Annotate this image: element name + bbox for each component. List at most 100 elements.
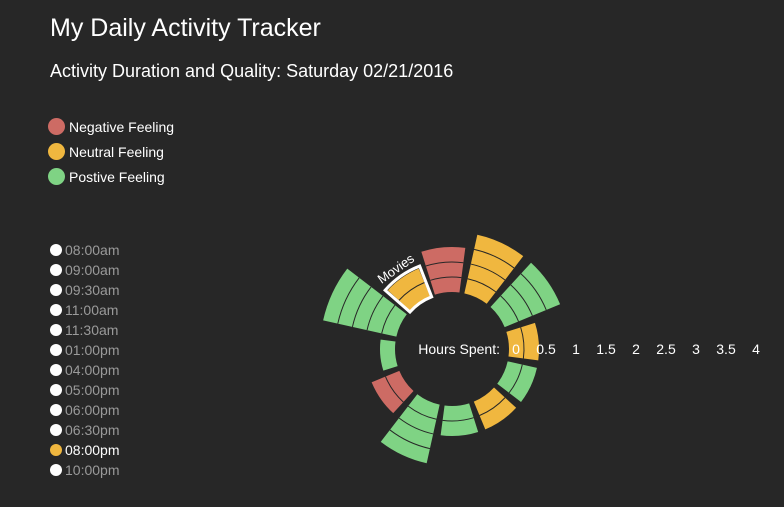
segment-0930am[interactable] xyxy=(506,322,539,361)
legend: Negative Feeling Neutral Feeling Postive… xyxy=(48,114,174,189)
legend-item-positive: Postive Feeling xyxy=(48,164,174,189)
segment-0400pm[interactable] xyxy=(380,394,440,464)
axis-label: Hours Spent: xyxy=(418,341,500,357)
segment-arc[interactable] xyxy=(464,234,524,304)
segment-1000pm[interactable] xyxy=(421,247,466,295)
radio-dot-icon[interactable] xyxy=(50,304,62,316)
segment-gridline xyxy=(479,397,506,416)
negative-dot-icon xyxy=(48,118,65,135)
segment-arc[interactable] xyxy=(440,403,479,436)
timeline-list: 08:00am 09:00am 09:30am 11:00am 11:30am 01:00… xyxy=(50,240,119,480)
segment-arc[interactable] xyxy=(473,387,517,430)
radio-dot-icon[interactable] xyxy=(50,284,62,296)
time-label: 05:00pm xyxy=(65,382,120,398)
time-item[interactable]: 01:00pm xyxy=(50,340,119,360)
tick-label: 2.5 xyxy=(656,341,676,357)
time-label: 10:00pm xyxy=(65,462,120,478)
segment-gridline xyxy=(398,417,434,435)
tick-label: 2 xyxy=(632,341,640,357)
segment-gridline xyxy=(520,273,547,311)
segment-0100pm[interactable] xyxy=(440,403,479,436)
time-label: 01:00pm xyxy=(65,342,120,358)
segment-gridline xyxy=(500,295,519,322)
tick-label: 3 xyxy=(692,341,700,357)
time-item[interactable]: 10:00pm xyxy=(50,460,119,480)
tick-label: 0 xyxy=(512,341,520,357)
segment-arc[interactable] xyxy=(380,339,398,371)
legend-label-neutral: Neutral Feeling xyxy=(69,143,164,160)
time-item[interactable]: 09:30am xyxy=(50,280,119,300)
legend-label-negative: Negative Feeling xyxy=(69,118,175,135)
segment-gridline xyxy=(407,405,437,420)
positive-dot-icon xyxy=(48,168,65,185)
time-item[interactable]: 06:30pm xyxy=(50,420,119,440)
tick-label: 0.5 xyxy=(536,341,556,357)
segment-gridline xyxy=(366,295,384,331)
time-item[interactable]: 09:00am xyxy=(50,260,119,280)
segment-arc[interactable] xyxy=(421,247,466,295)
time-item[interactable]: 04:00pm xyxy=(50,360,119,380)
segment-gridline xyxy=(389,429,431,450)
segment-gridline xyxy=(467,278,497,293)
segment-gridline xyxy=(385,376,404,403)
time-item[interactable]: 08:00am xyxy=(50,240,119,260)
segment-arc[interactable] xyxy=(506,322,539,361)
segment-gridline xyxy=(398,282,425,301)
segment-1130am[interactable] xyxy=(473,387,517,430)
time-label: 11:30am xyxy=(65,322,119,338)
time-item[interactable]: 11:30am xyxy=(50,320,119,340)
radio-dot-icon[interactable] xyxy=(50,464,62,476)
time-item[interactable]: 06:00pm xyxy=(50,400,119,420)
time-label: 08:00pm xyxy=(65,442,120,458)
segment-arc[interactable] xyxy=(380,394,440,464)
time-label: 08:00am xyxy=(65,242,120,258)
tick-label: 1 xyxy=(572,341,580,357)
segment-1100am[interactable] xyxy=(497,361,537,402)
tick-label: 3.5 xyxy=(716,341,736,357)
legend-item-neutral: Neutral Feeling xyxy=(48,139,174,164)
radio-dot-icon[interactable] xyxy=(50,444,62,456)
segment-gridline xyxy=(510,284,533,316)
radio-dot-icon[interactable] xyxy=(50,384,62,396)
segment-gridline xyxy=(351,286,372,328)
segment-gridline xyxy=(473,248,515,269)
segment-arc[interactable] xyxy=(490,262,561,328)
segment-0600pm[interactable] xyxy=(380,339,398,371)
time-label: 09:00am xyxy=(65,262,120,278)
segment-arc[interactable] xyxy=(387,268,431,311)
radio-dot-icon[interactable] xyxy=(50,324,62,336)
time-item[interactable]: 11:00am xyxy=(50,300,119,320)
time-label: 06:30pm xyxy=(65,422,120,438)
radio-dot-icon[interactable] xyxy=(50,264,62,276)
radio-dot-icon[interactable] xyxy=(50,244,62,256)
segment-highlight xyxy=(383,264,434,315)
time-label: 09:30am xyxy=(65,282,120,298)
radio-dot-icon[interactable] xyxy=(50,364,62,376)
time-item[interactable]: 08:00pm xyxy=(50,440,119,460)
tick-label: 1.5 xyxy=(596,341,616,357)
page-title: My Daily Activity Tracker xyxy=(50,14,321,42)
segment-gridline xyxy=(337,277,360,324)
segment-gridline xyxy=(470,263,506,281)
segment-arc[interactable] xyxy=(497,361,537,402)
segment-gridline xyxy=(508,364,523,394)
segment-gridline xyxy=(430,276,462,281)
time-label: 06:00pm xyxy=(65,402,120,418)
segment-gridline xyxy=(442,417,474,422)
radio-dot-icon[interactable] xyxy=(50,344,62,356)
segment-0500pm[interactable] xyxy=(371,370,414,414)
neutral-dot-icon xyxy=(48,143,65,160)
chart-subtitle: Activity Duration and Quality: Saturday … xyxy=(50,61,454,81)
segment-gridline xyxy=(425,261,464,267)
time-item[interactable]: 05:00pm xyxy=(50,380,119,400)
segment-gridline xyxy=(381,304,396,334)
segment-0630pm[interactable] xyxy=(323,268,407,337)
legend-label-positive: Postive Feeling xyxy=(69,168,165,185)
radio-dot-icon[interactable] xyxy=(50,424,62,436)
segment-arc[interactable] xyxy=(371,370,414,414)
radio-dot-icon[interactable] xyxy=(50,404,62,416)
segment-0800am[interactable] xyxy=(464,234,524,304)
segment-0900am[interactable] xyxy=(490,262,561,328)
tick-label: 4 xyxy=(752,341,760,357)
